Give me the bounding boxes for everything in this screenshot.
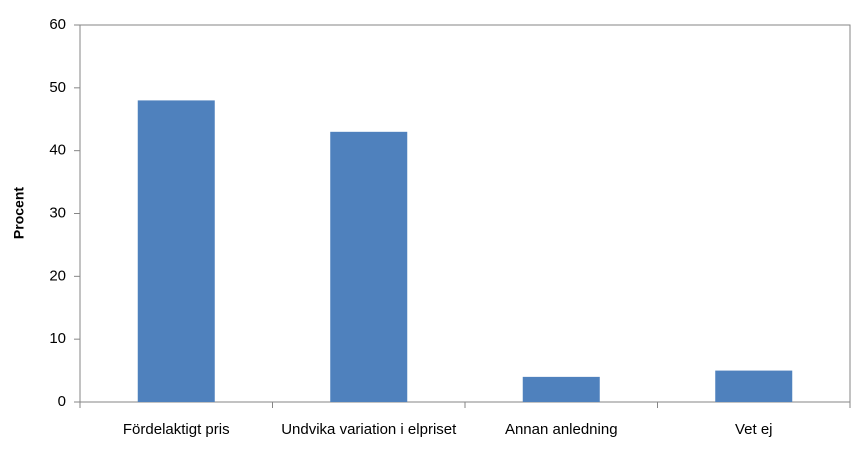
x-tick-label: Annan anledning xyxy=(504,421,618,438)
y-tick-label: 60 xyxy=(49,16,66,33)
y-tick-label: 30 xyxy=(49,204,66,221)
y-tick-label: 20 xyxy=(49,267,66,284)
x-tick-label: Vet ej xyxy=(734,421,773,438)
bar xyxy=(330,131,408,403)
y-tick-label: 40 xyxy=(49,142,66,159)
bar xyxy=(522,376,600,402)
x-tick-label: Undvika variation i elpriset xyxy=(281,421,457,438)
bar xyxy=(137,100,215,403)
y-tick-label: 50 xyxy=(49,79,66,96)
bar xyxy=(715,370,793,402)
y-tick-label: 10 xyxy=(49,330,66,347)
x-tick-label: Fördelaktigt pris xyxy=(122,421,230,438)
y-axis-label: Procent xyxy=(11,187,27,239)
y-tick-label: 0 xyxy=(58,393,66,410)
